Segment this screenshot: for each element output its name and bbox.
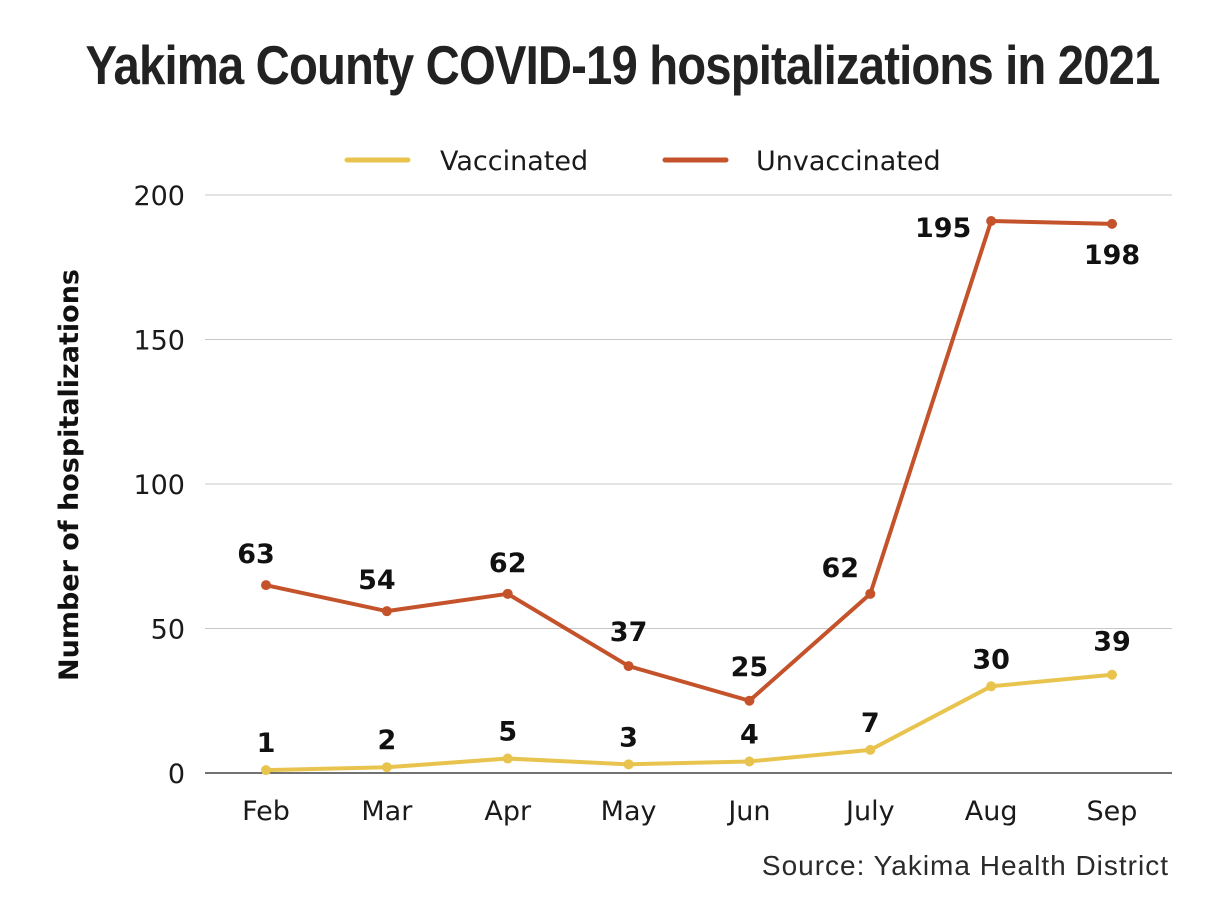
x-tick-label-feb: Feb xyxy=(242,796,290,827)
data-label-vaccinated-apr: 5 xyxy=(498,717,517,748)
y-axis-label: Number of hospitalizations xyxy=(54,269,85,681)
data-point-unvaccinated-jun xyxy=(744,695,755,706)
data-label-vaccinated-feb: 1 xyxy=(257,728,276,759)
data-point-vaccinated-jun xyxy=(744,756,755,767)
data-point-vaccinated-aug xyxy=(986,681,997,692)
data-label-vaccinated-sep: 39 xyxy=(1093,627,1131,658)
data-label-vaccinated-mar: 2 xyxy=(377,725,396,756)
data-point-unvaccinated-july xyxy=(865,588,876,599)
legend: Vaccinated Unvaccinated xyxy=(344,146,941,177)
grid-lines xyxy=(205,194,1172,774)
data-label-unvaccinated-mar: 54 xyxy=(358,565,396,596)
x-tick-label-sep: Sep xyxy=(1087,796,1138,827)
data-label-vaccinated-aug: 30 xyxy=(972,644,1010,675)
y-tick-label-150: 150 xyxy=(133,326,185,357)
source-note: Source: Yakima Health District xyxy=(761,850,1169,881)
y-tick-label-100: 100 xyxy=(133,470,185,501)
data-label-vaccinated-may: 3 xyxy=(619,722,638,753)
data-point-vaccinated-feb xyxy=(261,765,271,776)
data-point-vaccinated-may xyxy=(623,759,634,770)
x-tick-label-july: July xyxy=(844,796,895,827)
data-label-unvaccinated-jun: 25 xyxy=(731,652,769,683)
x-axis-ticks: Feb Mar Apr May Jun July Aug Sep xyxy=(242,796,1137,827)
data-point-unvaccinated-sep xyxy=(1107,218,1117,229)
data-label-unvaccinated-july: 62 xyxy=(821,553,859,584)
data-label-unvaccinated-feb: 63 xyxy=(237,539,275,570)
data-point-vaccinated-sep xyxy=(1107,669,1117,680)
x-tick-label-mar: Mar xyxy=(361,796,413,827)
series-line-unvaccinated xyxy=(264,219,1114,703)
data-point-vaccinated-apr xyxy=(502,753,513,764)
x-tick-label-aug: Aug xyxy=(965,796,1018,827)
data-label-unvaccinated-apr: 62 xyxy=(489,548,527,579)
y-tick-label-0: 0 xyxy=(168,759,185,790)
data-point-unvaccinated-mar xyxy=(381,606,392,617)
x-tick-label-jun: Jun xyxy=(726,796,770,827)
data-point-vaccinated-mar xyxy=(381,762,392,773)
x-tick-label-may: May xyxy=(601,796,657,827)
y-axis-ticks: 0 50 100 150 200 xyxy=(133,181,185,790)
data-label-unvaccinated-aug: 195 xyxy=(915,213,971,244)
series-line-vaccinated xyxy=(264,672,1114,773)
legend-label-vaccinated: Vaccinated xyxy=(440,146,588,177)
series-lines xyxy=(261,216,1117,776)
data-point-unvaccinated-aug xyxy=(986,216,997,227)
data-label-vaccinated-jun: 4 xyxy=(740,719,759,750)
data-point-unvaccinated-apr xyxy=(502,588,513,599)
x-tick-label-apr: Apr xyxy=(484,796,532,827)
legend-label-unvaccinated: Unvaccinated xyxy=(756,146,941,177)
chart-title: Yakima County COVID-19 hospitalizations … xyxy=(85,34,1160,96)
y-tick-label-50: 50 xyxy=(151,615,185,646)
data-point-vaccinated-july xyxy=(865,744,876,755)
data-point-unvaccinated-may xyxy=(623,661,634,672)
y-tick-label-200: 200 xyxy=(133,181,185,212)
data-label-unvaccinated-may: 37 xyxy=(610,617,648,648)
data-label-unvaccinated-sep: 198 xyxy=(1084,240,1140,271)
data-point-unvaccinated-feb xyxy=(261,580,271,591)
data-label-vaccinated-july: 7 xyxy=(861,708,880,739)
